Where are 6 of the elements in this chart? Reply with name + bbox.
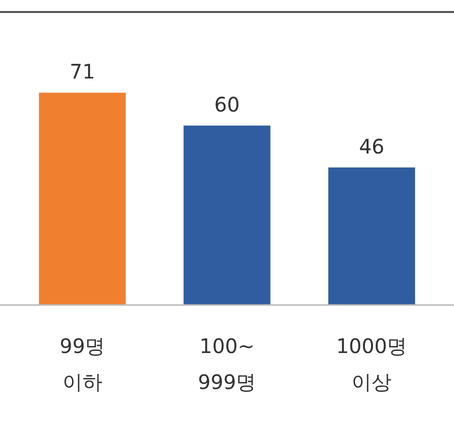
x-tick-label: 1000명 이상 <box>336 334 408 394</box>
x-tick-label: 100~ 999명 <box>198 334 256 394</box>
data-label: 46 <box>358 134 384 158</box>
x-tick-label: 99명 이하 <box>60 334 106 394</box>
data-label: 60 <box>214 92 240 117</box>
data-label: 71 <box>70 60 96 84</box>
